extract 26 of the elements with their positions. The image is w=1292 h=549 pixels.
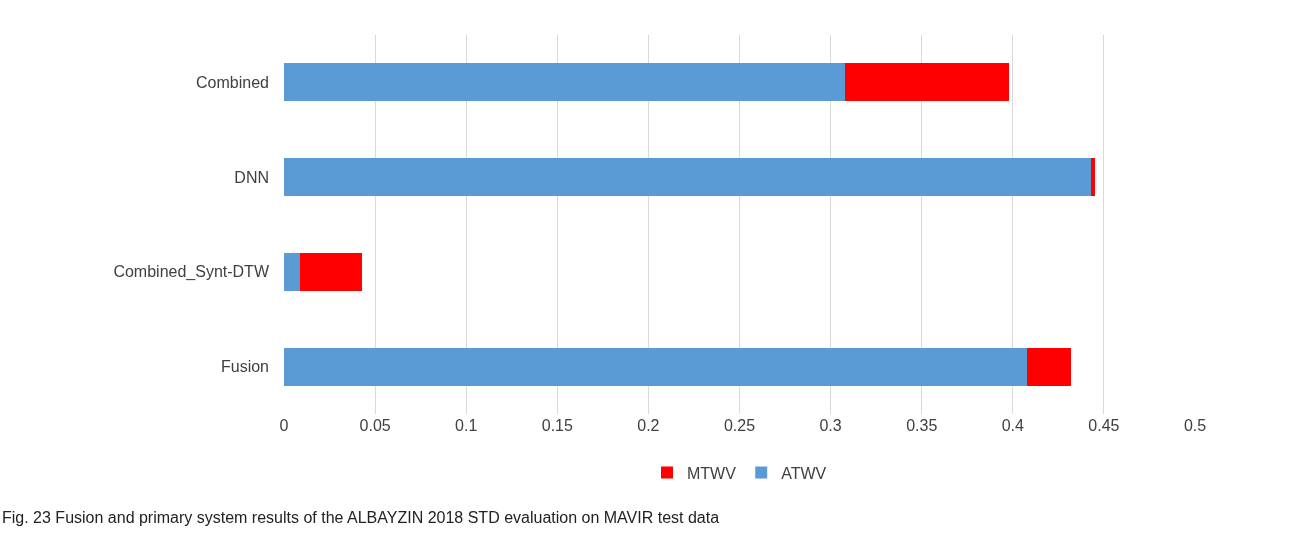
bar — [284, 347, 1028, 386]
y-tick-label: Combined_Synt-DTW — [113, 263, 270, 282]
x-tick-label: 0.35 — [906, 417, 938, 434]
x-tick-label: 0.1 — [455, 417, 478, 434]
legend-label: MTWV — [687, 464, 737, 482]
bar — [1091, 158, 1095, 197]
x-tick-label: 0.3 — [819, 417, 842, 434]
x-tick-label: 0 — [279, 417, 289, 434]
y-tick-label: Fusion — [220, 358, 269, 376]
y-tick-label: DNN — [234, 168, 269, 186]
x-tick-label: 0.45 — [1088, 417, 1120, 434]
x-tick-label: 0.5 — [1183, 417, 1207, 434]
x-tick-label: 0.25 — [723, 417, 756, 434]
bar — [284, 252, 301, 291]
bar — [1027, 347, 1072, 386]
bar — [300, 252, 363, 291]
bar — [845, 63, 1010, 102]
y-tick-label: Combined — [196, 73, 269, 91]
bar — [284, 63, 846, 102]
x-tick-label: 0.4 — [1001, 417, 1025, 434]
x-tick-label: 0.15 — [541, 417, 573, 434]
legend-label: ATWV — [781, 464, 827, 482]
caption: Fig. 23 Fusion and primary system results of the ALBAYZIN 2018 STD evaluation on MAVIR test data — [2, 509, 720, 526]
x-tick-label: 0.05 — [359, 417, 391, 434]
bar — [284, 158, 1092, 197]
x-tick-label: 0.2 — [637, 417, 660, 434]
